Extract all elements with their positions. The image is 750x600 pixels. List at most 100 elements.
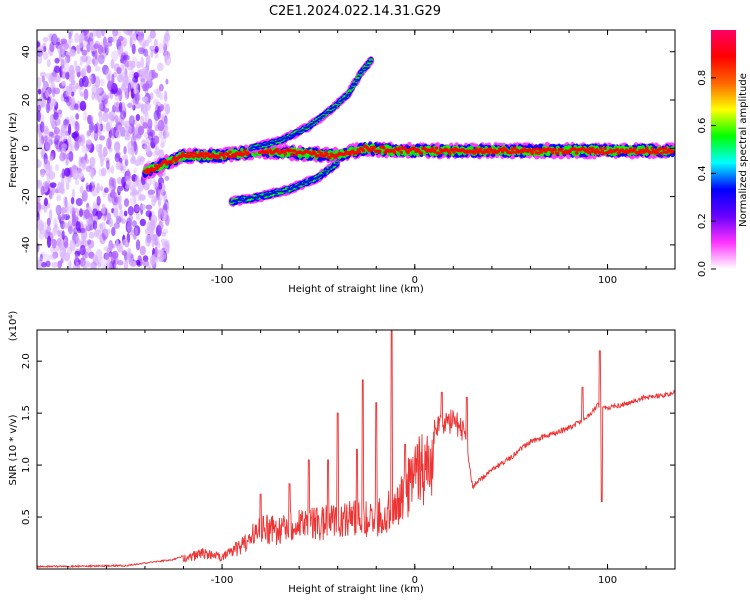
spectrogram-noise-blob [75,236,80,244]
spectrogram-noise-blob [106,93,111,99]
spectrogram-noise-blob [75,65,81,73]
spectrogram-lower-track-cell [285,189,289,192]
spectrogram-noise-blob [71,188,75,200]
spectrogram-noise-blob [158,129,163,139]
spectrogram-noise-blob [137,34,143,44]
spectrogram-noise-blob [60,38,67,45]
spectrogram-noise-blob [89,168,95,178]
spectrogram-noise-blob [43,153,48,165]
spectrogram-main-track-cell [392,150,397,155]
spectrogram-noise-blob [159,103,165,111]
spectrogram-noise-blob [143,48,149,57]
spectrogram-upper-track-cell [354,80,358,83]
spectrogram-noise-blob [124,175,130,182]
spectrogram-noise-blob [128,115,135,127]
spectrogram-noise-blob [131,125,135,136]
spectrogram-upper-track-cell [366,64,371,66]
spectrogram-main-track-cell [163,159,167,163]
spectrogram-main-track-cell [475,147,479,151]
spectrogram-noise-blob [140,115,144,125]
spectrogram-noise-blob [139,74,144,82]
spectrogram-noise-blob [131,43,136,55]
spectrogram-noise-blob [82,110,88,122]
spectrogram-main-track-cell [147,171,151,175]
spectrogram-noise-blob [157,111,162,120]
spectrogram-noise-blob [144,101,151,112]
spectrogram-noise-blob [164,50,168,63]
spectrogram-noise-blob [75,136,83,143]
spectrogram-noise-blob [57,229,61,237]
spectrogram-noise-blob [107,36,114,43]
spectrogram-noise-blob [49,41,55,53]
spectrogram-noise-blob [79,55,83,67]
spectrogram-main-track-cell [202,155,207,159]
snr-y-multiplier: (x10⁴) [8,311,19,342]
spectrogram-noise-blob [110,82,118,95]
spectrogram-noise-blob [152,150,159,158]
spectrogram-noise-blob [82,259,88,269]
spectrogram-noise-blob [46,226,52,233]
spectrogram-noise-blob [62,222,70,229]
spectrogram-noise-blob [51,72,58,78]
snr-frame [36,329,676,570]
spectrogram-noise-blob [90,263,97,269]
spectrogram-noise-blob [57,109,63,115]
spectrogram-noise-blob [79,208,83,218]
spectrogram-main-track-cell [670,149,675,153]
spectrogram-noise-blob [75,220,81,231]
spectrogram-noise-blob [131,81,139,90]
spectrogram-main-track-cell [649,150,653,155]
spectrogram-main-track-cell [512,146,517,150]
spectrogram-noise-blob [158,83,164,92]
spectrogram-noise-blob [101,30,106,37]
spectrogram-noise-blob [118,203,123,211]
spectrogram-upper-track-cell [324,112,329,115]
spectrogram-noise-blob [85,55,92,66]
spectrogram-noise-blob [127,220,132,233]
spectrogram-main-track-cell [549,148,553,152]
spectrogram-noise-blob [149,45,156,52]
spectrogram-noise-blob [56,194,62,202]
spectrogram-noise-blob [37,256,44,264]
spectrogram-noise-blob [54,135,61,141]
spectrogram-noise-blob [59,246,66,259]
spectrogram-main-track-cell [437,151,441,156]
spectrogram-noise-blob [80,91,84,97]
spectrogram-noise-blob [63,167,71,177]
spectrogram-noise-blob [102,94,110,101]
spectrogram-main-track-cell [238,150,243,155]
spectrogram-upper-track-cell [319,117,323,119]
spectrogram-main-track-cell [288,148,293,153]
spectrogram-lower-track-cell [335,161,339,164]
spectrogram-noise-blob [94,76,101,88]
spectrogram-noise-blob [111,263,118,269]
spectrogram-noise-blob [97,123,102,134]
spectrogram-noise-blob [157,208,164,220]
spectrogram-noise-blob [162,228,169,235]
spectrogram-noise-blob [79,244,86,256]
spectrogram-noise-blob [144,82,150,91]
spectrogram-noise-blob [143,182,150,191]
spectrogram-noise-blob [138,47,145,55]
spectrogram-noise-blob [66,246,73,255]
spectrogram-noise-blob [150,49,154,58]
spectrogram-upper-track-cell [350,86,354,89]
spectrogram-noise-blob [118,185,124,192]
spectrogram-main-track-cell [327,155,332,160]
spectrogram-noise-blob [144,141,151,153]
snr-x-axis-label: Height of straight line (km) [288,584,424,595]
spectrogram-noise-blob [127,250,132,257]
spectrogram-noise-blob [133,167,137,174]
spectrogram-main-track-cell [537,151,541,155]
spectrogram-noise-blob [81,190,88,202]
spectrogram-main-track-cell [434,146,439,150]
spectrogram-noise-blob [65,182,70,190]
spectrogram-noise-blob [117,243,123,253]
spectrogram-noise-blob [154,53,159,59]
spectrogram-noise-blob [82,75,89,88]
spectrogram-noise-blob [150,214,158,225]
spectrogram-main-track-cell [658,146,663,151]
spectrogram-main-track-cell [372,145,377,150]
spectrogram-noise-blob [140,48,148,56]
